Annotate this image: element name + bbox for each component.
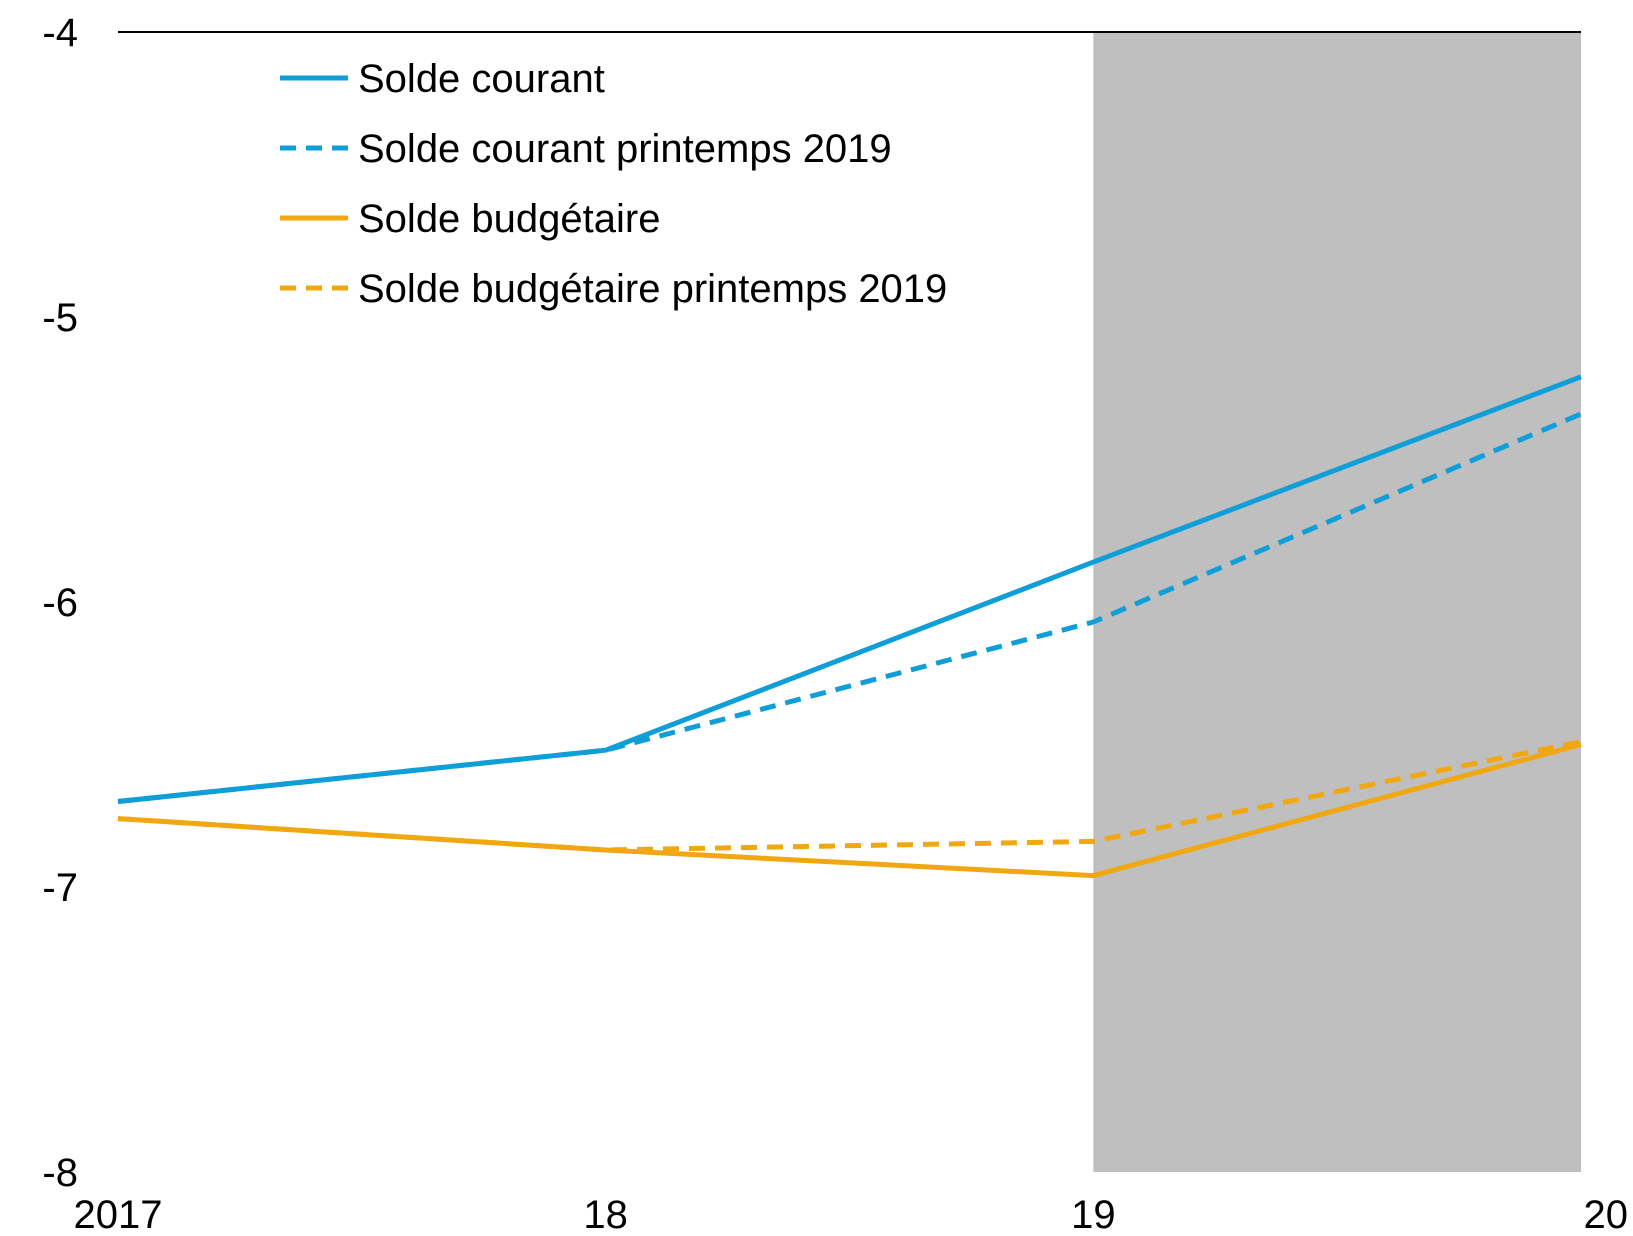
legend-label-2: Solde courant printemps 2019 <box>358 127 892 171</box>
x-tick-label: 20 <box>1584 1193 1629 1236</box>
x-tick-label: 2017 <box>74 1193 163 1236</box>
y-tick-label: -5 <box>42 296 78 340</box>
y-tick-label: -6 <box>42 581 78 625</box>
legend-label-4: Solde budgétaire printemps 2019 <box>358 267 947 311</box>
legend-label-1: Solde courant <box>358 57 605 101</box>
forecast-shaded-region <box>1093 32 1581 1172</box>
x-tick-label: 19 <box>1071 1193 1116 1236</box>
legend-label-3: Solde budgétaire <box>358 197 660 241</box>
series-line-4 <box>117 739 1582 853</box>
y-tick-label: -7 <box>42 866 78 910</box>
series-line-2 <box>117 411 1582 804</box>
y-tick-label: -8 <box>42 1151 78 1195</box>
x-tick-label: 18 <box>583 1193 628 1236</box>
y-tick-label: -4 <box>42 11 78 55</box>
